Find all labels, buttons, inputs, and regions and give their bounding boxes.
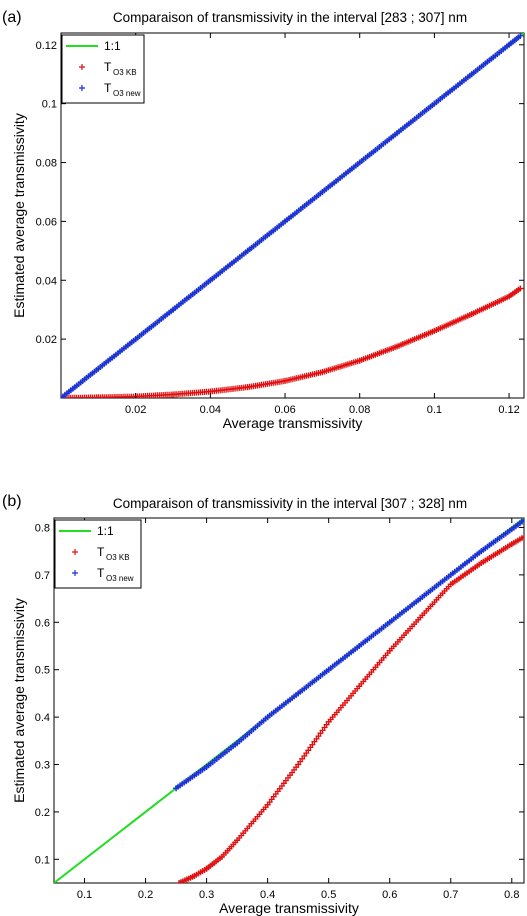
legend-swatch-marker (72, 570, 78, 576)
legend-swatch-marker (79, 64, 85, 70)
y-tick-label: 0.2 (35, 807, 50, 819)
series-t-o3-kb (176, 533, 524, 883)
legend-entry-label: 1:1 (104, 39, 121, 53)
y-tick-label: 0.4 (35, 712, 50, 724)
legend-entry-subscript: O3 new (113, 89, 141, 98)
x-tick-label: 0.3 (199, 889, 214, 901)
x-tick-label: 0.06 (274, 404, 295, 416)
series-t-o3-new (173, 518, 524, 792)
legend-entry-subscript: O3 KB (106, 553, 130, 562)
x-tick-label: 0.2 (138, 889, 153, 901)
panel-label: (b) (2, 493, 22, 510)
legend-entry-label: T (104, 60, 112, 74)
legend: 1:1T O3 KBT O3 new (61, 34, 145, 104)
x-tick-label: 0.1 (77, 889, 92, 901)
x-tick-label: 0.02 (125, 404, 146, 416)
legend: 1:1T O3 KBT O3 new (54, 519, 142, 589)
marker-band (176, 534, 524, 883)
legend-swatch-marker (72, 549, 78, 555)
y-tick-label: 0.8 (35, 522, 50, 534)
panel-label: (a) (2, 9, 22, 26)
x-tick-label: 0.1 (427, 404, 442, 416)
x-tick-label: 0.6 (382, 889, 397, 901)
chart-title: Comparaison of transmissivity in the int… (113, 10, 467, 25)
y-tick-label: 0.1 (42, 99, 57, 111)
marker-band (173, 518, 524, 792)
x-axis-label: Average transmissivity (219, 900, 359, 916)
y-tick-label: 0.12 (36, 40, 57, 52)
series-t-o3-new (61, 33, 524, 398)
x-tick-label: 0.8 (504, 889, 519, 901)
series-1-1 (54, 518, 524, 883)
x-tick-label: 0.4 (260, 889, 275, 901)
legend-entry-label: T (97, 566, 105, 580)
legend-swatch-marker (79, 85, 85, 91)
data-layer (54, 518, 524, 883)
y-tick-label: 0.5 (35, 665, 50, 677)
legend-entry-subscript: O3 KB (113, 68, 137, 77)
y-tick-label: 0.04 (36, 275, 57, 287)
legend-entry-label: T (97, 545, 105, 559)
panel-a: (a) Comparaison of transmissivity in the … (2, 9, 525, 431)
x-tick-label: 0.04 (200, 404, 221, 416)
legend-entry-label: 1:1 (97, 524, 114, 538)
legend-entry-subscript: O3 new (106, 574, 134, 583)
y-tick-label: 0.08 (36, 158, 57, 170)
y-tick-label: 0.6 (35, 617, 50, 629)
y-tick-label: 0.7 (35, 570, 50, 582)
panel-b: (b) Comparaison of transmissivity in the … (2, 493, 525, 916)
marker-band (61, 33, 524, 398)
reference-line (54, 518, 524, 883)
x-axis-label: Average transmissivity (223, 415, 363, 431)
legend-entry-label: T (104, 81, 112, 95)
x-tick-label: 0.5 (321, 889, 336, 901)
chart-title: Comparaison of transmissivity in the int… (113, 496, 467, 511)
marker-band (61, 285, 524, 398)
x-tick-label: 0.12 (498, 404, 519, 416)
x-tick-label: 0.08 (349, 404, 370, 416)
y-tick-label: 0.3 (35, 759, 50, 771)
y-axis-label: Estimated average transmissivity (11, 598, 27, 803)
y-tick-label: 0.06 (36, 216, 57, 228)
y-tick-label: 0.02 (36, 334, 57, 346)
x-tick-label: 0.7 (443, 889, 458, 901)
y-tick-label: 0.1 (35, 854, 50, 866)
y-axis-label: Estimated average transmissivity (11, 113, 27, 318)
